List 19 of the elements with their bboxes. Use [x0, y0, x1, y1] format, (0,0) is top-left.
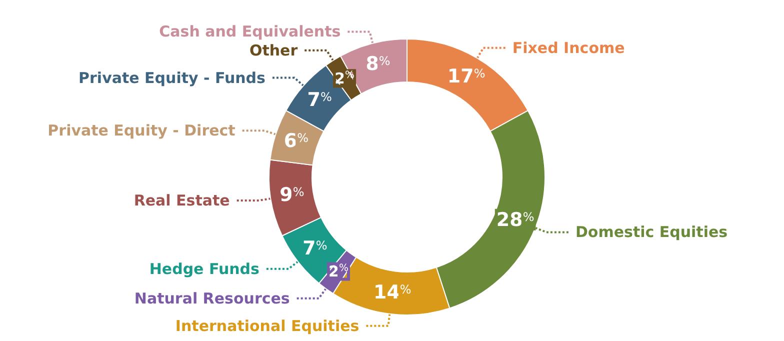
data-label: 2% — [328, 262, 348, 280]
slice-label: Private Equity - Direct — [48, 122, 236, 140]
data-label: 6% — [284, 130, 309, 152]
slice-label: Other — [249, 41, 298, 60]
slice-label: Hedge Funds — [149, 260, 260, 278]
data-label: 8% — [366, 53, 390, 76]
slice-label: Cash and Equivalents — [159, 22, 341, 41]
data-label: 7% — [307, 88, 332, 111]
slice-label: Fixed Income — [512, 38, 625, 57]
data-label: 17% — [447, 66, 486, 88]
slice-label: Domestic Equities — [575, 223, 728, 242]
data-label: 7% — [302, 237, 328, 260]
slice-label: Real Estate — [134, 191, 230, 210]
data-label: 28% — [496, 208, 534, 231]
slice-label: Private Equity - Funds — [78, 68, 266, 87]
data-label: 14% — [373, 282, 412, 304]
slice-label: International Equities — [175, 316, 360, 335]
data-label: 9% — [280, 184, 304, 206]
slice-label: Natural Resources — [134, 289, 290, 308]
